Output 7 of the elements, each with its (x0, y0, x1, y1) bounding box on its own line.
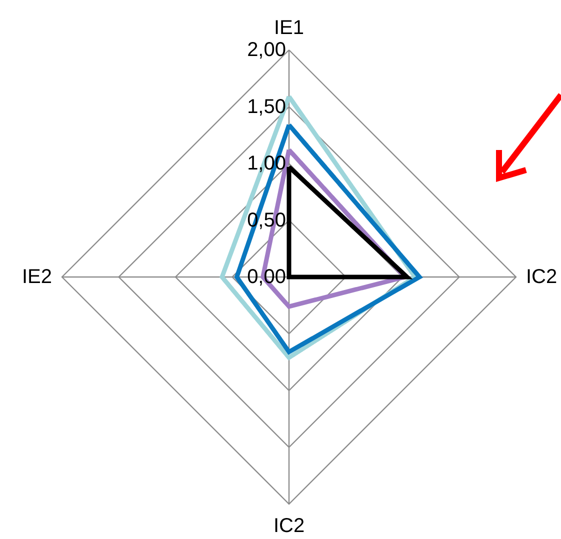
y-tick-label: 1,50 (247, 96, 286, 118)
spoke-label: IE2 (22, 266, 52, 288)
y-tick-label: 2,00 (247, 39, 286, 61)
spoke-label: IC2 (526, 266, 558, 288)
spoke-label: IE1 (274, 17, 304, 39)
y-tick-label: 0,00 (247, 266, 286, 288)
spoke-label: IC2 (273, 515, 305, 537)
